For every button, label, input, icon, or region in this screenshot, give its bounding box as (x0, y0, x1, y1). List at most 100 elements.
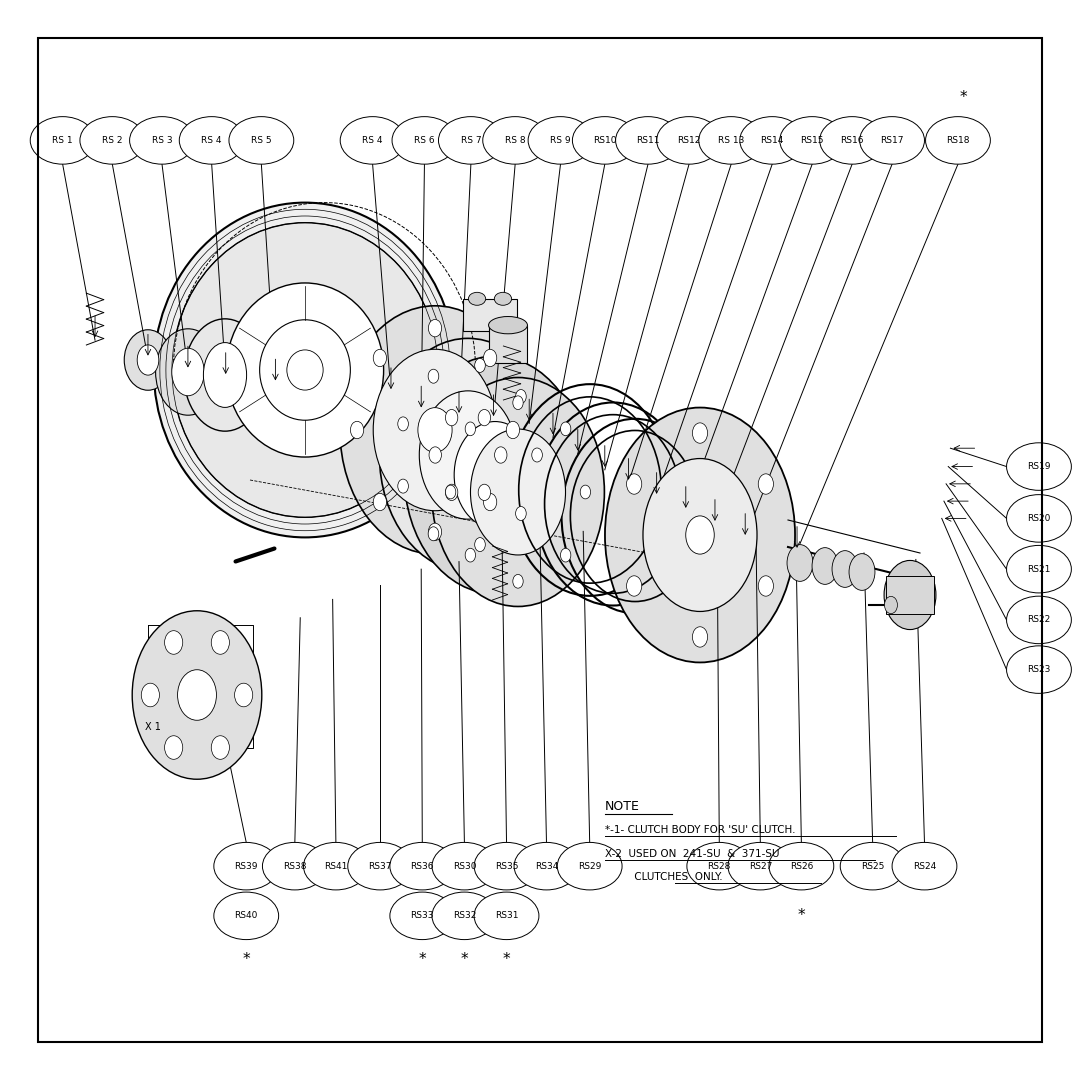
Text: RS 4: RS 4 (202, 136, 221, 145)
Ellipse shape (832, 551, 858, 588)
Ellipse shape (1007, 596, 1071, 644)
Text: RS 2: RS 2 (103, 136, 122, 145)
Text: RS10: RS10 (593, 136, 617, 145)
Ellipse shape (860, 117, 924, 164)
Text: RS38: RS38 (283, 862, 307, 870)
Ellipse shape (787, 544, 813, 581)
Ellipse shape (488, 316, 527, 334)
Ellipse shape (404, 356, 585, 594)
Ellipse shape (643, 459, 757, 611)
Text: RS34: RS34 (535, 862, 558, 870)
Text: RS 6: RS 6 (414, 136, 435, 145)
Ellipse shape (849, 554, 875, 591)
Ellipse shape (465, 549, 475, 562)
Text: *: * (502, 951, 511, 967)
Ellipse shape (203, 342, 246, 407)
Text: RS33: RS33 (410, 912, 434, 920)
Text: RS24: RS24 (913, 862, 936, 870)
Ellipse shape (926, 117, 990, 164)
Ellipse shape (515, 507, 526, 521)
Text: RS 13: RS 13 (718, 136, 744, 145)
Text: RS37: RS37 (368, 862, 392, 870)
Text: RS18: RS18 (946, 136, 970, 145)
Ellipse shape (432, 892, 497, 940)
Ellipse shape (212, 631, 229, 654)
Ellipse shape (397, 480, 408, 494)
Ellipse shape (657, 117, 721, 164)
Ellipse shape (172, 348, 204, 395)
Text: RS30: RS30 (453, 862, 476, 870)
Ellipse shape (626, 576, 642, 596)
Ellipse shape (432, 378, 605, 607)
Text: RS 7: RS 7 (460, 136, 482, 145)
Ellipse shape (687, 842, 752, 890)
Ellipse shape (469, 293, 486, 306)
Ellipse shape (605, 407, 795, 662)
Ellipse shape (374, 494, 387, 511)
Text: RS 3: RS 3 (151, 136, 173, 145)
Text: X-2  USED ON  241-SU  &  371-SU: X-2 USED ON 241-SU & 371-SU (605, 849, 780, 859)
Ellipse shape (172, 222, 438, 517)
Ellipse shape (130, 117, 194, 164)
Text: RS19: RS19 (1027, 462, 1051, 471)
Text: NOTE: NOTE (605, 800, 639, 813)
Ellipse shape (179, 117, 244, 164)
Text: RS15: RS15 (800, 136, 824, 145)
Ellipse shape (177, 670, 216, 720)
Text: RS21: RS21 (1027, 565, 1051, 573)
Ellipse shape (514, 842, 579, 890)
Ellipse shape (840, 842, 905, 890)
Ellipse shape (259, 320, 350, 420)
Ellipse shape (392, 117, 457, 164)
Text: RS32: RS32 (453, 912, 476, 920)
Ellipse shape (379, 338, 556, 571)
Text: RS29: RS29 (578, 862, 602, 870)
Text: RS22: RS22 (1027, 616, 1051, 624)
Text: RS 5: RS 5 (251, 136, 272, 145)
Text: *: * (959, 90, 968, 105)
Text: *-1- CLUTCH BODY FOR 'SU' CLUTCH.: *-1- CLUTCH BODY FOR 'SU' CLUTCH. (605, 825, 795, 835)
Text: *: * (418, 951, 427, 967)
Ellipse shape (740, 117, 805, 164)
Ellipse shape (1007, 545, 1071, 593)
Ellipse shape (1007, 495, 1071, 542)
Ellipse shape (340, 117, 405, 164)
Text: RS17: RS17 (880, 136, 904, 145)
Ellipse shape (557, 842, 622, 890)
Ellipse shape (428, 369, 438, 383)
Ellipse shape (885, 561, 936, 630)
Text: RS16: RS16 (840, 136, 864, 145)
Ellipse shape (507, 421, 519, 438)
Ellipse shape (812, 548, 838, 584)
Ellipse shape (418, 407, 453, 453)
Ellipse shape (212, 735, 229, 759)
Ellipse shape (484, 349, 497, 367)
Ellipse shape (214, 892, 279, 940)
Ellipse shape (153, 203, 456, 538)
Ellipse shape (475, 359, 485, 373)
Ellipse shape (484, 494, 497, 511)
Text: RS12: RS12 (677, 136, 701, 145)
Ellipse shape (820, 117, 885, 164)
Ellipse shape (758, 474, 773, 495)
FancyBboxPatch shape (488, 325, 527, 363)
Ellipse shape (478, 484, 490, 500)
Ellipse shape (419, 391, 516, 519)
Ellipse shape (1007, 646, 1071, 693)
Ellipse shape (164, 735, 183, 759)
Ellipse shape (483, 117, 548, 164)
Ellipse shape (214, 842, 279, 890)
Text: CLUTCHES  ONLY.: CLUTCHES ONLY. (605, 873, 723, 882)
Ellipse shape (699, 117, 764, 164)
Ellipse shape (432, 842, 497, 890)
Ellipse shape (758, 576, 773, 596)
Ellipse shape (374, 349, 497, 511)
Ellipse shape (892, 842, 957, 890)
Ellipse shape (156, 328, 220, 415)
Text: *: * (460, 951, 469, 967)
Ellipse shape (885, 596, 897, 613)
Text: X 1: X 1 (145, 723, 161, 732)
Ellipse shape (478, 409, 490, 426)
Ellipse shape (429, 320, 442, 337)
Text: RS 4: RS 4 (363, 136, 382, 145)
